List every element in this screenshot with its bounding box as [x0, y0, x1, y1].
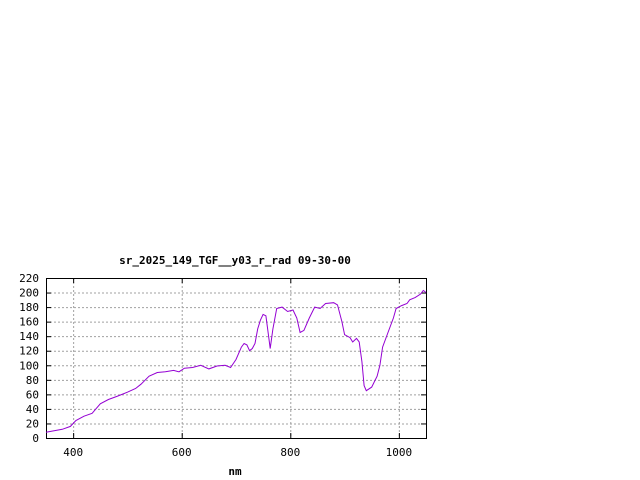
- y-tick-label: 60: [26, 388, 39, 401]
- y-tick-label: 180: [19, 301, 39, 314]
- y-tick-label: 160: [19, 316, 39, 329]
- chart-title: sr_2025_149_TGF__y03_r_rad 09-30-00: [119, 254, 351, 267]
- y-tick-label: 20: [26, 417, 39, 430]
- grid-lines: [46, 278, 426, 438]
- y-tick-label: 40: [26, 403, 39, 416]
- axes: [46, 278, 427, 439]
- y-tick-label: 220: [19, 272, 39, 285]
- series: [45, 289, 427, 433]
- y-tick-label: 120: [19, 345, 39, 358]
- x-tick-label: 600: [172, 446, 192, 459]
- series-line: [45, 289, 427, 433]
- y-tick-label: 80: [26, 374, 39, 387]
- y-tick-label: 200: [19, 287, 39, 300]
- x-tick-label: 400: [63, 446, 83, 459]
- plot-border: [46, 278, 427, 439]
- y-tick-label: 100: [19, 359, 39, 372]
- y-tick-label: 0: [32, 432, 39, 445]
- x-axis-label: nm: [228, 465, 242, 478]
- x-tick-label: 800: [280, 446, 300, 459]
- x-tick-label: 1000: [386, 446, 413, 459]
- y-tick-label: 140: [19, 330, 39, 343]
